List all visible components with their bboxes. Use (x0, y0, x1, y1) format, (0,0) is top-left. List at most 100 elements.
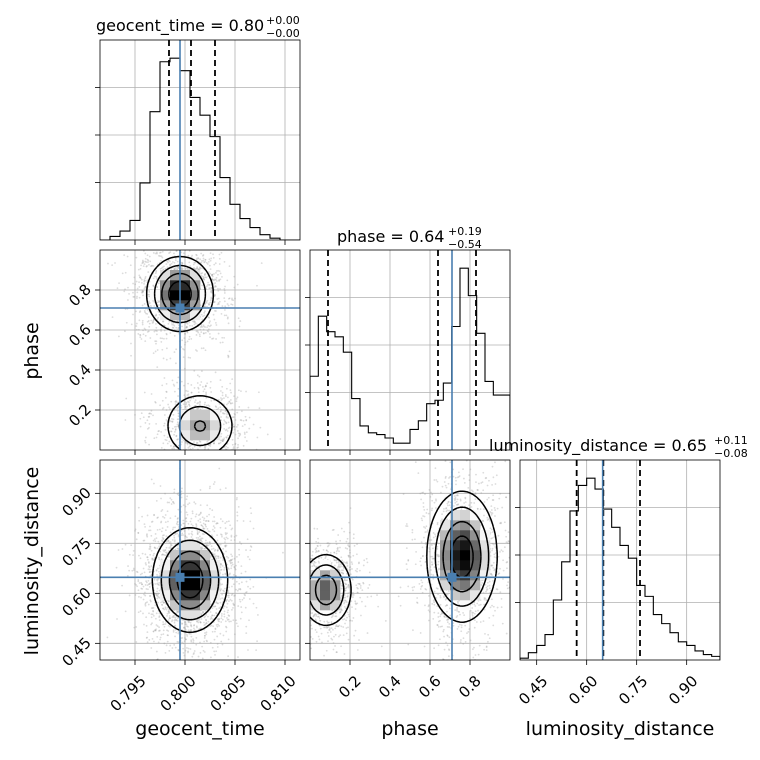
scatter-point (173, 540, 176, 543)
scatter-point (438, 555, 440, 557)
scatter-point (148, 325, 151, 328)
scatter-point (229, 465, 231, 467)
scatter-point (144, 525, 147, 528)
scatter-point (140, 338, 143, 340)
scatter-point (175, 523, 178, 525)
scatter-point (197, 519, 200, 522)
scatter-point (154, 401, 157, 404)
scatter-point (161, 527, 164, 530)
scatter-point (172, 323, 175, 326)
scatter-point (215, 557, 218, 560)
scatter-point (249, 549, 252, 552)
scatter-point (211, 630, 214, 633)
scatter-point (203, 273, 206, 276)
scatter-point (235, 619, 238, 622)
scatter-point (185, 454, 187, 456)
scatter-point (223, 300, 226, 303)
scatter-point (407, 419, 409, 421)
scatter-point (149, 302, 151, 304)
scatter-point (210, 391, 213, 393)
scatter-point (199, 326, 202, 329)
scatter-point (150, 647, 153, 649)
panel-geocent_time-geocent_time (95, 39, 301, 245)
scatter-point (172, 418, 175, 421)
scatter-point (188, 632, 191, 635)
scatter-point (459, 613, 461, 616)
scatter-point (201, 537, 204, 540)
scatter-point (224, 545, 227, 548)
scatter-point (208, 541, 211, 544)
scatter-point (207, 328, 210, 331)
scatter-point (243, 593, 246, 596)
scatter-point (163, 424, 165, 427)
scatter-point (162, 537, 165, 540)
scatter-point (187, 382, 189, 385)
scatter-point (304, 556, 306, 558)
scatter-point (204, 274, 206, 277)
scatter-point (194, 502, 197, 505)
scatter-point (222, 573, 224, 576)
scatter-point (155, 269, 158, 272)
scatter-point (176, 474, 178, 476)
scatter-point (213, 471, 215, 473)
scatter-point (235, 534, 238, 537)
scatter-point (203, 236, 205, 238)
scatter-point (175, 631, 178, 634)
scatter-point (222, 423, 225, 426)
scatter-point (170, 498, 173, 501)
scatter-point (187, 647, 190, 650)
scatter-point (189, 444, 192, 447)
scatter-point (249, 587, 252, 590)
scatter-point (141, 552, 144, 555)
scatter-point (186, 647, 188, 649)
scatter-point (161, 536, 164, 539)
scatter-point (214, 627, 217, 630)
scatter-point (212, 279, 214, 281)
scatter-point (185, 638, 188, 641)
scatter-point (444, 460, 447, 463)
scatter-point (221, 439, 224, 442)
scatter-point (190, 243, 192, 245)
scatter-point (199, 401, 202, 404)
scatter-point (467, 630, 470, 633)
scatter-point (132, 549, 135, 552)
scatter-point (235, 400, 238, 403)
scatter-point (138, 286, 141, 288)
scatter-point (203, 547, 206, 550)
scatter-point (159, 251, 162, 254)
scatter-point (190, 629, 193, 631)
scatter-point (184, 441, 187, 444)
scatter-point (147, 261, 149, 264)
scatter-point (170, 544, 173, 547)
scatter-point (132, 554, 134, 557)
scatter-point (136, 291, 139, 294)
scatter-point (182, 652, 185, 654)
scatter-point (148, 529, 150, 532)
scatter-point (142, 265, 145, 268)
scatter-point (343, 578, 346, 580)
scatter-point (173, 644, 176, 646)
scatter-point (195, 526, 198, 528)
scatter-point (432, 574, 435, 576)
scatter-point (169, 542, 172, 545)
scatter-point (205, 613, 208, 616)
scatter-point (121, 548, 124, 550)
scatter-point (167, 600, 170, 602)
scatter-point (249, 545, 252, 548)
scatter-point (158, 596, 161, 599)
scatter-point (219, 526, 222, 529)
scatter-point (137, 450, 139, 452)
scatter-point (220, 432, 223, 435)
scatter-point (233, 425, 235, 428)
scatter-point (177, 444, 180, 447)
scatter-point (142, 585, 145, 588)
scatter-point (209, 259, 212, 262)
scatter-point (213, 300, 216, 303)
ytick-label: 0.60 (58, 584, 94, 620)
scatter-point (252, 423, 255, 426)
scatter-point (223, 568, 226, 571)
scatter-point (176, 610, 179, 613)
scatter-point (169, 251, 172, 254)
scatter-point (165, 535, 168, 538)
scatter-point (236, 283, 239, 286)
